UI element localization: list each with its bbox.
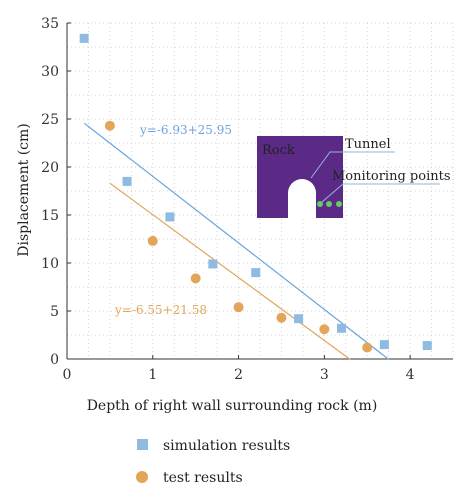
y-tick-label: 10: [41, 256, 59, 272]
simulation-point: [379, 340, 389, 350]
fit-lines: [83, 122, 390, 360]
simulation-point: [422, 341, 432, 351]
data-points: [79, 33, 432, 353]
y-tick-label: 20: [41, 160, 59, 176]
simulation-point: [122, 176, 132, 186]
y-tick-label: 5: [50, 304, 59, 320]
y-tick-label: 15: [41, 208, 59, 224]
tunnel-shape: [288, 179, 316, 218]
simulation-point: [294, 314, 304, 324]
y-tick-label: 0: [50, 352, 59, 368]
monitoring-point: [336, 201, 342, 207]
y-axis-label: Displacement (cm): [16, 123, 32, 257]
tunnel-leader-line: [310, 151, 395, 179]
legend: simulation results test results: [136, 438, 290, 486]
monitoring-leader-line: [321, 183, 440, 203]
x-tick-label: 4: [406, 367, 415, 383]
simulation-fit-line: [83, 122, 390, 360]
tunnel-label: Tunnel: [345, 137, 391, 152]
tunnel-schematic-inset: Rock Tunnel Monitoring points: [257, 136, 451, 218]
legend-label-test: test results: [163, 470, 243, 486]
simulation-point: [251, 268, 261, 278]
test-point: [362, 342, 373, 353]
x-axis-label: Depth of right wall surrounding rock (m): [87, 398, 378, 414]
y-tick-label: 25: [41, 112, 59, 128]
tick-labels: 0 1 2 3 4 0 5 10 15 20 25 30 35: [41, 16, 414, 383]
test-point: [190, 273, 201, 284]
monitoring-point: [326, 201, 332, 207]
test-point: [104, 120, 115, 131]
legend-marker-test: [136, 471, 148, 483]
test-point: [276, 312, 287, 323]
x-tick-label: 3: [320, 367, 329, 383]
x-tick-label: 1: [148, 367, 157, 383]
legend-label-simulation: simulation results: [163, 438, 290, 454]
x-tick-label: 0: [63, 367, 72, 383]
test-point: [319, 324, 330, 335]
test-point: [233, 302, 244, 313]
simulation-point: [336, 323, 346, 333]
x-tick-label: 2: [234, 367, 243, 383]
simulation-point: [165, 212, 175, 222]
test-fit-equation: y=-6.55+21.58: [114, 303, 207, 317]
y-tick-label: 30: [41, 64, 59, 80]
simulation-point: [79, 33, 89, 43]
y-tick-label: 35: [41, 16, 59, 32]
monitoring-point: [317, 201, 323, 207]
legend-marker-simulation: [137, 439, 148, 450]
simulation-fit-equation: y=-6.93+25.95: [139, 123, 232, 137]
simulation-point: [208, 259, 218, 269]
rock-label: Rock: [262, 143, 295, 158]
test-fit-line: [109, 182, 351, 360]
monitoring-points-label: Monitoring points: [332, 169, 451, 184]
test-point: [147, 235, 158, 246]
